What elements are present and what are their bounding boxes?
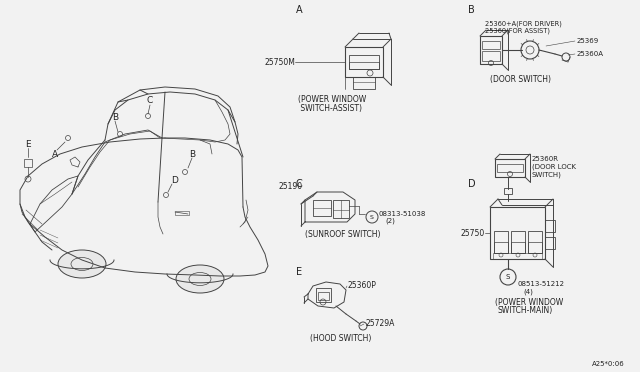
- Text: 25729A: 25729A: [366, 320, 396, 328]
- Text: 25360R: 25360R: [532, 156, 559, 162]
- Text: A25*0:06: A25*0:06: [592, 361, 625, 367]
- Text: A: A: [296, 5, 303, 15]
- Text: 25360+A(FOR DRIVER): 25360+A(FOR DRIVER): [485, 21, 562, 27]
- Bar: [482, 51, 500, 61]
- Text: C: C: [296, 179, 303, 189]
- Text: (DOOR LOCK: (DOOR LOCK: [532, 164, 576, 170]
- Text: 25360(FOR ASSIST): 25360(FOR ASSIST): [485, 28, 550, 34]
- Text: 08513-51212: 08513-51212: [518, 281, 565, 287]
- Bar: [482, 41, 500, 49]
- Text: (SUNROOF SWITCH): (SUNROOF SWITCH): [305, 230, 381, 238]
- Bar: [494, 231, 508, 253]
- Text: SWITCH-MAIN): SWITCH-MAIN): [498, 305, 553, 314]
- Text: D: D: [468, 179, 476, 189]
- Text: 25750M: 25750M: [264, 58, 295, 67]
- Bar: [353, 77, 375, 89]
- Text: (DOOR SWITCH): (DOOR SWITCH): [490, 74, 551, 83]
- Text: 25360A: 25360A: [577, 51, 604, 57]
- Text: D: D: [172, 176, 179, 185]
- Text: B: B: [468, 5, 475, 15]
- Bar: [545, 237, 555, 249]
- Text: B: B: [189, 150, 195, 158]
- Text: 25360P: 25360P: [348, 282, 377, 291]
- Text: B: B: [112, 112, 118, 122]
- Text: (POWER WINDOW: (POWER WINDOW: [298, 94, 366, 103]
- Bar: [318, 292, 329, 300]
- Text: S: S: [506, 274, 510, 280]
- Text: SWITCH): SWITCH): [532, 172, 562, 178]
- Bar: [24, 159, 32, 167]
- Bar: [493, 253, 542, 259]
- Ellipse shape: [189, 273, 211, 285]
- Text: A: A: [52, 150, 58, 158]
- Bar: [497, 164, 523, 172]
- Text: (2): (2): [385, 218, 395, 224]
- Bar: [528, 242, 542, 253]
- Bar: [495, 159, 525, 177]
- Bar: [504, 188, 512, 194]
- Bar: [349, 62, 379, 69]
- Text: C: C: [147, 96, 153, 105]
- Text: 25369: 25369: [577, 38, 599, 44]
- Bar: [490, 207, 545, 259]
- Bar: [480, 36, 502, 64]
- Bar: [511, 231, 525, 253]
- Bar: [494, 242, 508, 253]
- Text: (4): (4): [523, 289, 533, 295]
- Ellipse shape: [71, 257, 93, 270]
- Text: (POWER WINDOW: (POWER WINDOW: [495, 298, 563, 307]
- Text: E: E: [25, 140, 31, 148]
- Text: S: S: [370, 215, 374, 219]
- Bar: [175, 211, 189, 215]
- Bar: [316, 288, 331, 302]
- Text: (HOOD SWITCH): (HOOD SWITCH): [310, 334, 371, 343]
- Text: 25750: 25750: [461, 228, 485, 237]
- Bar: [511, 242, 525, 253]
- Bar: [528, 231, 542, 253]
- Bar: [313, 200, 331, 216]
- Ellipse shape: [176, 265, 224, 293]
- Bar: [349, 55, 379, 69]
- Bar: [345, 47, 383, 77]
- Text: E: E: [296, 267, 302, 277]
- Ellipse shape: [58, 250, 106, 278]
- Text: 25190: 25190: [279, 182, 303, 190]
- Text: 08313-51038: 08313-51038: [379, 211, 426, 217]
- Bar: [333, 200, 349, 218]
- Text: SWITCH-ASSIST): SWITCH-ASSIST): [298, 103, 362, 112]
- Bar: [545, 220, 555, 232]
